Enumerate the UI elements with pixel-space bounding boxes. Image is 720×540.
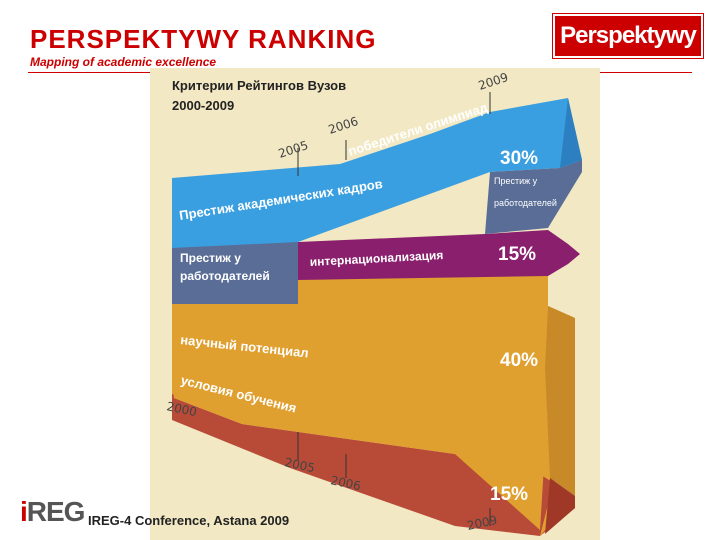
diagram-heading-years: 2000-2009 — [172, 98, 234, 113]
ireg-logo-text: REG — [26, 496, 86, 527]
band-employer-right — [485, 160, 582, 234]
percent-bottom: 15% — [490, 484, 528, 505]
band-internationalisation — [298, 230, 580, 280]
criteria-diagram: Критерии Рейтингов Вузов 2000-2009 2009 … — [150, 68, 600, 540]
diagram-heading: Критерии Рейтингов Вузов — [172, 78, 346, 93]
year-label-2005-bottom: 2005 — [283, 455, 316, 475]
band-top-edge — [560, 98, 582, 168]
ireg-logo: iREG — [20, 496, 86, 528]
criteria-diagram-svg: Критерии Рейтингов Вузов 2000-2009 2009 … — [165, 70, 582, 536]
year-label-2006-top: 2006 — [327, 114, 360, 137]
year-label-2009-top: 2009 — [477, 70, 510, 93]
band-science-main — [172, 268, 575, 530]
perspektywy-logo: Perspektywy — [553, 14, 703, 58]
percent-top: 30% — [500, 148, 538, 169]
footer-conference-text: IREG-4 Conference, Astana 2009 — [88, 513, 290, 528]
label-internationalisation: интернационализация — [309, 248, 443, 269]
label-employer-line2: работодателей — [180, 269, 270, 283]
slide-subtitle: Mapping of academic excellence — [30, 55, 217, 69]
percent-international: 15% — [498, 244, 536, 265]
year-label-2000-bottom: 2000 — [165, 399, 198, 419]
percent-science: 40% — [500, 350, 538, 371]
year-label-2005-top: 2005 — [277, 138, 310, 161]
label-employer-right-line2: работодателей — [494, 198, 557, 208]
band-science-edge — [545, 306, 575, 496]
band-academic-staff — [172, 98, 582, 248]
band-conditions-edge — [545, 478, 575, 534]
year-label-2006-bottom: 2006 — [329, 473, 362, 493]
band-employer-left — [172, 240, 298, 304]
ireg-logo-dot: i — [20, 496, 28, 527]
label-employer-line1: Престиж у — [180, 251, 241, 265]
year-label-2009-bottom: 2009 — [466, 513, 499, 533]
label-employer-right-line1: Престиж у — [494, 176, 538, 186]
band-conditions — [172, 370, 575, 536]
slide-title: PERSPEKTYWY RANKING — [30, 24, 377, 54]
